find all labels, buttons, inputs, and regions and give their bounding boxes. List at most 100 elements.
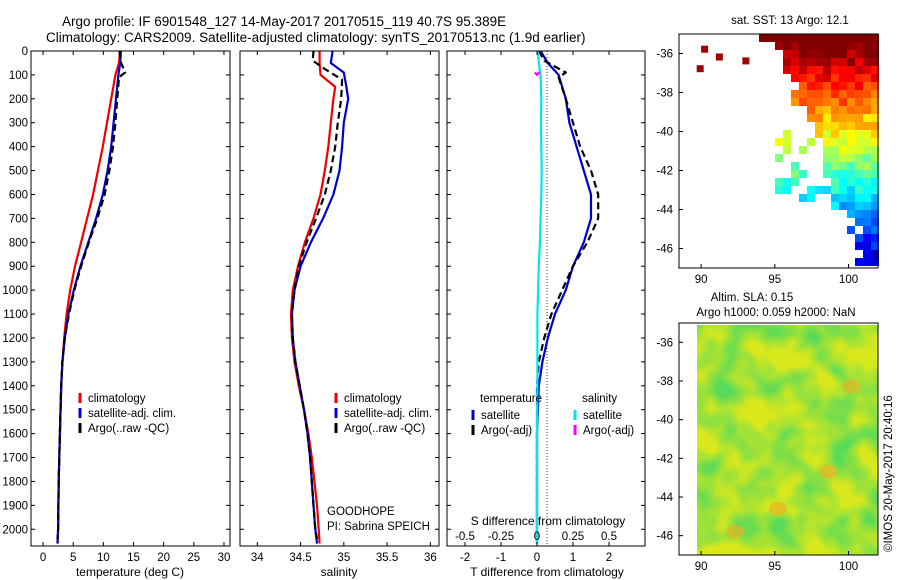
sst-cell — [863, 50, 871, 58]
sst-cell — [839, 34, 847, 42]
sst-cell — [831, 106, 839, 114]
sst-cell — [799, 170, 807, 178]
sst-cell — [783, 130, 791, 138]
sst-ytick-label: -38 — [656, 88, 673, 100]
sst-cell — [871, 202, 879, 210]
sst-cell — [863, 258, 871, 266]
sst-cell — [855, 138, 863, 146]
sst-cell — [815, 66, 823, 74]
temperature-series-0 — [56, 51, 122, 544]
sst-cell — [775, 186, 783, 194]
depth-tick-label: 700 — [9, 213, 28, 225]
sst-cell — [855, 154, 863, 162]
sst-cell — [807, 194, 815, 202]
sst-cell — [791, 42, 799, 50]
sst-cell — [759, 34, 767, 42]
sst-cell — [847, 50, 855, 58]
sst-cell — [839, 162, 847, 170]
temperature-legend-label: climatology — [88, 393, 146, 405]
sst-ytick-label: -42 — [656, 166, 673, 178]
temperature-difference-axis-label: T difference from climatology — [470, 565, 624, 579]
sst-cell — [863, 90, 871, 98]
sst-cell — [815, 114, 823, 122]
sst-cell — [863, 250, 871, 258]
sst-cell — [871, 162, 879, 170]
sst-cell — [823, 58, 831, 66]
sst-cell — [823, 66, 831, 74]
sst-cell — [815, 74, 823, 82]
sst-cell — [863, 154, 871, 162]
copyright-timestamp: ©IMOS 20-May-2017 20:40:16 — [883, 395, 895, 552]
sst-cell — [831, 170, 839, 178]
depth-tick-label: 900 — [9, 261, 28, 273]
temperature-legend: climatology satellite-adj. clim. Argo(..ra… — [78, 393, 176, 435]
salinity-xtick-label: 35 — [337, 552, 350, 564]
salinity-axis-label: salinity — [321, 565, 358, 579]
sst-cell — [863, 58, 871, 66]
sst-cell — [863, 146, 871, 154]
sst-cell — [696, 65, 704, 73]
salinity-difference-tick-label: 0.25 — [562, 531, 584, 543]
sst-cell — [863, 122, 871, 130]
sst-cell — [863, 98, 871, 106]
sst-cell — [799, 42, 807, 50]
salinity-panel: 34 34.5 35 35.5 36 climatology satellite-adj.… — [239, 50, 440, 579]
sst-cell — [799, 146, 807, 154]
sst-cell — [839, 50, 847, 58]
sst-cell — [839, 66, 847, 74]
sst-cell — [823, 130, 831, 138]
sst-cell — [831, 138, 839, 146]
sst-cell — [855, 82, 863, 90]
sst-cell — [823, 186, 831, 194]
sst-cell — [799, 66, 807, 74]
sst-cell — [871, 186, 879, 194]
temperature-legend-label: Argo(..raw -QC) — [88, 423, 169, 435]
difference-legend: temperature salinity satellite Argo(-adj) sa… — [471, 393, 634, 437]
sst-cell — [871, 42, 879, 50]
sst-cell — [791, 34, 799, 42]
sst-cell — [783, 138, 791, 146]
sst-cell — [847, 138, 855, 146]
sst-cell — [831, 202, 839, 210]
sst-cell — [799, 82, 807, 90]
sst-cell — [839, 170, 847, 178]
sst-cell — [863, 218, 871, 226]
sst-cell — [823, 146, 831, 154]
sst-cell — [839, 82, 847, 90]
sst-cell — [807, 98, 815, 106]
sst-cell — [847, 210, 855, 218]
sst-cell — [847, 194, 855, 202]
sst-cell — [783, 66, 791, 74]
sst-cell — [871, 178, 879, 186]
sst-cell — [783, 178, 791, 186]
sst-cell — [871, 218, 879, 226]
sst-cell — [839, 146, 847, 154]
sst-cell — [807, 58, 815, 66]
sst-cell — [791, 178, 799, 186]
sst-cell — [839, 178, 847, 186]
sst-cell — [791, 50, 799, 58]
sst-cell — [823, 42, 831, 50]
salinity-legend-label: satellite-adj. clim. — [344, 408, 432, 420]
sst-cell — [855, 146, 863, 154]
sst-cell — [791, 98, 799, 106]
temperature-panel: 0 5 10 15 20 25 300100200300400500600700800900… — [2, 46, 231, 579]
sst-cell — [855, 122, 863, 130]
sla-positive-anomaly — [726, 524, 745, 539]
sst-cell — [855, 194, 863, 202]
sst-cell — [831, 146, 839, 154]
difference-xtick-label: -2 — [460, 552, 470, 564]
difference-xtick-label: 2 — [606, 552, 612, 564]
sst-cell — [831, 178, 839, 186]
difference-series-3 — [533, 71, 541, 78]
sst-cell — [823, 50, 831, 58]
depth-tick-label: 1400 — [2, 381, 28, 393]
sst-cell — [871, 90, 879, 98]
sst-cell — [815, 106, 823, 114]
sst-cell — [847, 122, 855, 130]
sst-cell — [807, 74, 815, 82]
sst-cell — [863, 234, 871, 242]
sst-cell — [855, 74, 863, 82]
sst-cell — [863, 138, 871, 146]
